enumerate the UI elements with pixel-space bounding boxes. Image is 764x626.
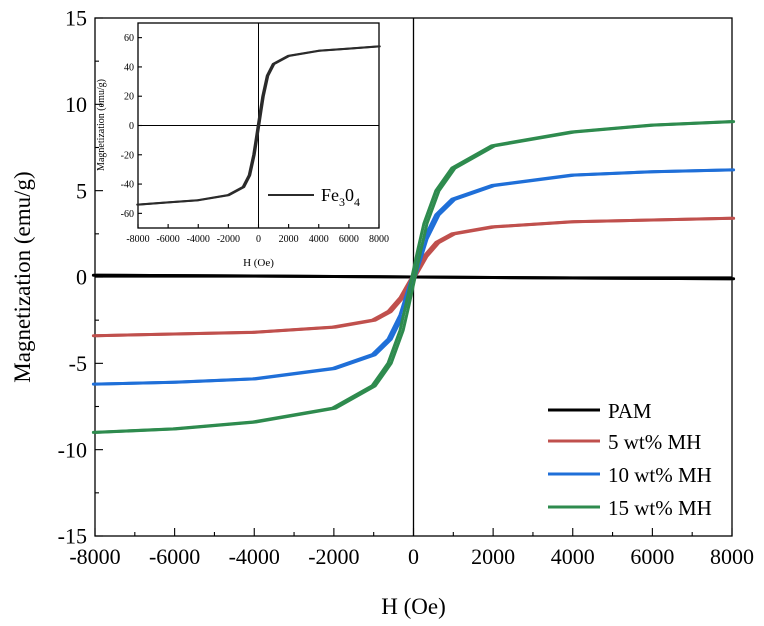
inset-x-tick-label: 4000: [309, 234, 329, 245]
inset-x-tick-label: -4000: [187, 234, 210, 245]
main-x-tick-label: 0: [408, 544, 419, 569]
inset-y-tick-label: 0: [129, 121, 134, 132]
inset-x-tick-label: -2000: [217, 234, 240, 245]
main-y-tick-label: -10: [58, 437, 87, 462]
main-y-axis-title: Magnetization (emu/g): [10, 171, 35, 382]
main-x-tick-label: 8000: [710, 544, 754, 569]
inset-legend-label: Fe304: [321, 185, 360, 209]
main-x-tick-label: -2000: [308, 544, 359, 569]
inset-y-tick-label: 40: [124, 62, 134, 73]
inset-x-tick-label: 8000: [369, 234, 389, 245]
inset-y-tick-label: 20: [124, 92, 134, 103]
inset-series-fe3o4-descending: [137, 45, 381, 206]
main-x-tick-label: -8000: [69, 544, 120, 569]
inset-x-axis-title: H (Oe): [243, 257, 274, 269]
inset-plot: -8000 -6000 -4000 -2000 0 2000 4000 6000 8000 -60…: [96, 22, 389, 269]
main-x-tick-label: 2000: [471, 544, 515, 569]
inset-x-tick-label: -8000: [126, 234, 149, 245]
main-series-15-wt-mh-descending: [95, 120, 736, 434]
inset-x-tick-label: -6000: [156, 234, 179, 245]
main-x-tick-label: -4000: [229, 544, 280, 569]
main-legend: PAM 5 wt% MH 10 wt% MH 15 wt% MH: [548, 399, 712, 520]
main-y-tick-label: -15: [58, 524, 87, 549]
main-x-tick-label: -6000: [149, 544, 200, 569]
main-y-tick-label: 5: [76, 178, 87, 203]
inset-y-tick-label: -60: [121, 209, 134, 220]
legend-label-15wt: 15 wt% MH: [608, 496, 712, 520]
legend-label-5wt: 5 wt% MH: [608, 430, 701, 454]
inset-x-tick-label: 2000: [279, 234, 299, 245]
inset-x-tick-label: 6000: [339, 234, 359, 245]
main-y-tick-label: -5: [69, 351, 87, 376]
main-y-tick-label: 15: [65, 6, 87, 31]
inset-series-group: [136, 45, 381, 206]
inset-x-tick-label: 0: [256, 234, 261, 245]
legend-label-10wt: 10 wt% MH: [608, 463, 712, 487]
inset-y-tick-label: -20: [121, 150, 134, 161]
inset-y-axis-title: Magnetization (emu/g): [96, 79, 107, 171]
main-x-tick-label: 4000: [551, 544, 595, 569]
main-x-tick-label: 6000: [630, 544, 674, 569]
main-y-tick-label: 10: [65, 92, 87, 117]
main-x-axis-title: H (Oe): [381, 594, 446, 619]
inset-ticks: -8000 -6000 -4000 -2000 0 2000 4000 6000 8000 -60…: [121, 33, 389, 245]
main-series-group: [91, 120, 736, 434]
legend-label-pam: PAM: [608, 399, 652, 423]
inset-y-tick-label: 60: [124, 33, 134, 44]
inset-legend: Fe304: [268, 185, 360, 209]
inset-y-tick-label: -40: [121, 180, 134, 191]
main-ticks: -8000 -6000 -4000 -2000 0 2000 4000 6000 8000-15…: [58, 6, 754, 569]
main-y-tick-label: 0: [76, 265, 87, 290]
